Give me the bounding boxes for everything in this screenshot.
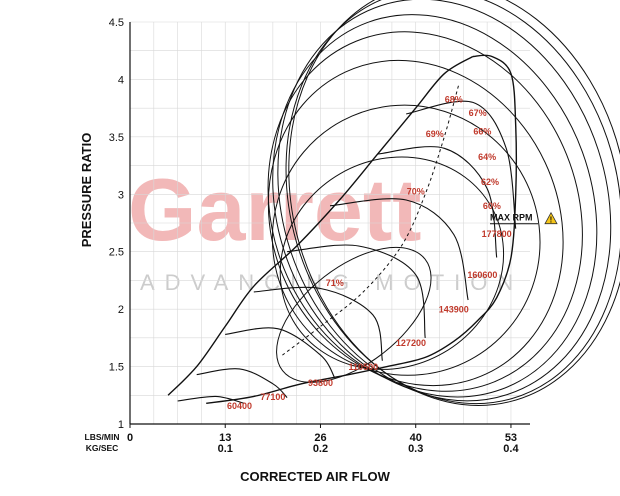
surge-choke-boundary: [167, 54, 517, 404]
efficiency-label: 71%: [326, 278, 344, 288]
speed-label: 60400: [227, 401, 252, 411]
x-tick-lbs-label: 40: [410, 432, 422, 444]
speed-label: 127200: [396, 338, 426, 348]
watermark-tagline: ADVANCING MOTION: [140, 270, 523, 295]
efficiency-label: 66%: [473, 127, 491, 137]
y-tick-label: 1.5: [109, 362, 124, 374]
chart-labels: 71% 70% 69% 68% 67% 66% 64% 62% 60% 60400 77100 938…: [227, 94, 558, 411]
y-tick-label: 3.5: [109, 132, 124, 144]
speed-line: [377, 146, 498, 258]
speed-label: 110500: [349, 362, 379, 372]
x-tick-lbs-label: 53: [505, 432, 517, 444]
x-tick-kg-label: 0.2: [313, 443, 328, 455]
efficiency-label: 62%: [481, 177, 499, 187]
speed-label: 177800: [482, 229, 512, 239]
speed-line: [253, 286, 383, 361]
chart-grid: [129, 21, 530, 425]
efficiency-label: 68%: [445, 94, 463, 104]
efficiency-label: 70%: [407, 186, 425, 196]
y-tick-label: 4.5: [109, 17, 124, 29]
speed-line: [287, 244, 426, 338]
watermark: Garrett ADVANCING MOTION: [128, 160, 523, 295]
speed-line: [406, 100, 517, 229]
speed-line: [225, 327, 336, 379]
efficiency-island: [288, 0, 620, 406]
speed-line: [329, 198, 469, 301]
efficiency-island: [279, 156, 505, 370]
x-tick-lbs-label: 13: [219, 432, 231, 444]
speed-label: 143900: [439, 305, 469, 315]
speed-lines: [177, 100, 517, 404]
efficiency-island: [285, 0, 620, 405]
x-tick-lbs-label: 26: [314, 432, 326, 444]
x-tick-kg-label: 0.4: [503, 443, 519, 455]
speed-line: [196, 368, 288, 398]
efficiency-label: 64%: [478, 152, 496, 162]
efficiency-island: [267, 31, 583, 392]
y-tick-label: 3: [118, 189, 124, 201]
warning-icon: [544, 211, 558, 225]
warning-icon-glyph: !: [550, 216, 553, 225]
efficiency-island: [267, 59, 564, 387]
speed-label: 93800: [308, 378, 333, 388]
x-tick-kg-label: 0.1: [218, 443, 233, 455]
efficiency-island: [276, 246, 432, 383]
y-tick-label: 4: [118, 74, 124, 86]
x-unit-kg-label: KG/SEC: [86, 443, 119, 453]
peak-efficiency-line: [282, 85, 460, 356]
x-unit-lbs-label: LBS/MIN: [85, 432, 120, 442]
speed-label: 160600: [467, 270, 497, 280]
choke-line: [206, 54, 517, 404]
y-tick-label: 2: [118, 304, 124, 316]
efficiency-label: 60%: [483, 201, 501, 211]
efficiency-island: [271, 104, 541, 376]
x-axis-title: CORRECTED AIR FLOW: [240, 469, 390, 484]
y-tick-label: 1: [118, 419, 124, 431]
speed-label: 77100: [260, 392, 285, 402]
x-tick-kg-label: 0.3: [408, 443, 423, 455]
max-rpm-annotation: MAX RPM: [490, 213, 533, 223]
surge-line: [167, 55, 474, 396]
chart-axes: 1 1.5 2 2.5 3 3.5 4 4.5 0 130.1 260.2 400.3 530.4: [109, 17, 530, 455]
y-axis-title: PRESSURE RATIO: [79, 133, 94, 248]
speed-line: [177, 395, 245, 404]
y-tick-label: 2.5: [109, 247, 124, 259]
efficiency-island: [272, 14, 598, 398]
efficiency-islands: [267, 0, 620, 406]
efficiency-island: [277, 0, 612, 402]
x-tick-lbs-label: 0: [127, 432, 133, 444]
efficiency-label: 67%: [469, 108, 487, 118]
efficiency-label: 69%: [426, 129, 444, 139]
